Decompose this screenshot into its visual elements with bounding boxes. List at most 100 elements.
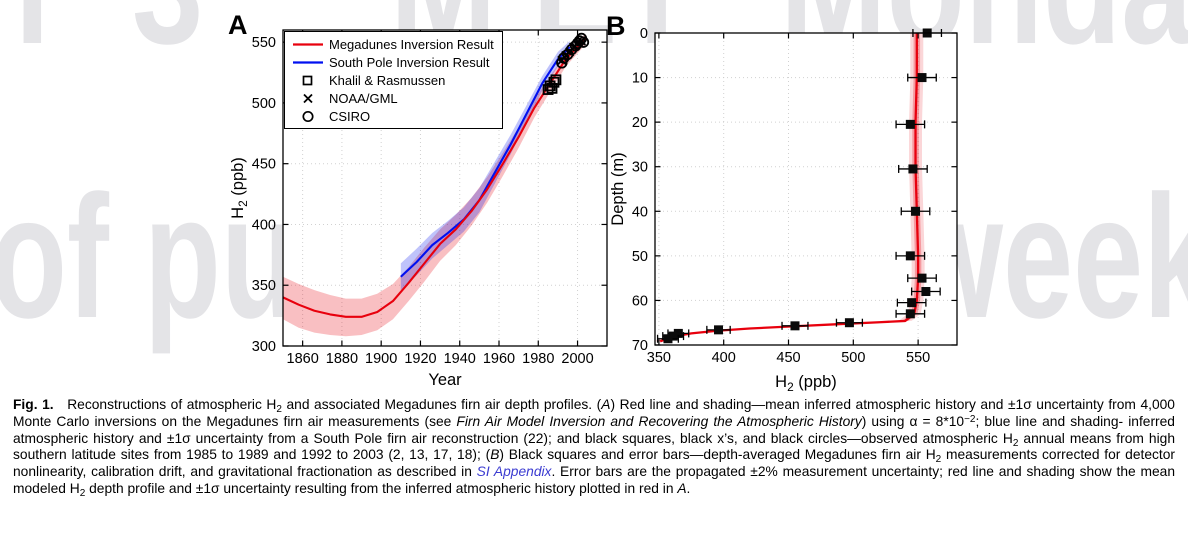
legend-south-pole: South Pole Inversion Result bbox=[291, 53, 494, 71]
caption-text: annual means from high southern latitude… bbox=[13, 430, 1175, 463]
x-axis-label: Year bbox=[428, 371, 462, 389]
y-axis-label: H2 (ppb) bbox=[229, 157, 250, 219]
caption-text: 2 bbox=[276, 404, 282, 415]
y-tick-label: 350 bbox=[252, 278, 276, 294]
si-appendix-link[interactable]: SI Appendix bbox=[476, 464, 552, 480]
caption-text: ) Black squares and error bars—depth-ave… bbox=[499, 447, 936, 463]
circle-marker-icon bbox=[291, 109, 325, 124]
legend-csiro: CSIRO bbox=[291, 107, 494, 125]
x-tick-label: 550 bbox=[906, 350, 930, 366]
x-marker-icon bbox=[291, 91, 325, 106]
x-tick-label: 450 bbox=[776, 350, 800, 366]
measurement-square bbox=[907, 298, 917, 308]
measurement-square bbox=[790, 321, 800, 331]
y-tick-label: 500 bbox=[252, 96, 276, 112]
plot-frame bbox=[282, 29, 608, 347]
measurement-square bbox=[673, 328, 683, 338]
scatter-square bbox=[548, 76, 560, 88]
y-tick-label: 400 bbox=[252, 217, 276, 233]
y-axis-label: Depth (m) bbox=[609, 152, 627, 225]
x-tick-label: 1980 bbox=[522, 351, 554, 367]
y-tick-label: 0 bbox=[640, 26, 648, 42]
caption-text: measurements corrected for detector nonl… bbox=[13, 447, 1175, 480]
caption-text: depth profile and ±1σ uncertainty result… bbox=[85, 480, 678, 496]
caption-text: and associated Megadunes firn air depth … bbox=[281, 397, 602, 412]
y-tick-label: 10 bbox=[632, 71, 648, 87]
data bbox=[653, 28, 943, 344]
scatter-square bbox=[550, 74, 562, 86]
series-line bbox=[282, 37, 587, 318]
panel-b: 350 400 450 500 550 0 10 20 30 40 50 60 70 H2 (ppb) De… bbox=[609, 26, 958, 394]
measurement-square bbox=[908, 164, 918, 174]
caption-text: 2 bbox=[79, 487, 86, 499]
x-tick-label: 400 bbox=[712, 350, 736, 366]
plot-frame bbox=[654, 32, 958, 346]
legend-label: CSIRO bbox=[329, 108, 371, 124]
square-marker-icon bbox=[291, 73, 325, 88]
y-tick-label: 60 bbox=[632, 293, 648, 309]
y-tick-label: 450 bbox=[252, 157, 276, 173]
measurement-square bbox=[917, 273, 927, 283]
caption-text: . bbox=[686, 480, 691, 496]
y-tick-label: 50 bbox=[632, 249, 648, 265]
measurement-square bbox=[714, 325, 724, 335]
x-tick-label: 500 bbox=[841, 350, 865, 366]
legend-label: Megadunes Inversion Result bbox=[329, 36, 494, 52]
caption-text: 2 bbox=[935, 454, 942, 466]
line-marker-icon bbox=[291, 55, 325, 70]
panel-a-label: A bbox=[228, 10, 248, 40]
caption-text: Reconstructions of atmospheric H bbox=[53, 397, 277, 412]
y-tick-label: 550 bbox=[252, 35, 276, 51]
y-tick-label: 20 bbox=[632, 115, 648, 131]
figure-canvas: 1860 1880 1900 1920 1940 1960 1980 200030035040… bbox=[229, 26, 958, 394]
measurement-square bbox=[905, 119, 915, 129]
legend-label: Khalil & Rasmussen bbox=[329, 72, 446, 88]
y-tick-label: 70 bbox=[632, 338, 648, 354]
caption-text: . Error bars are the propagated ±2% meas… bbox=[13, 464, 1175, 496]
x-tick-label: 1960 bbox=[483, 351, 515, 367]
caption-text: A bbox=[677, 480, 687, 496]
y-tick-label: 300 bbox=[252, 339, 276, 355]
x-tick-label: 1940 bbox=[444, 351, 476, 367]
axes: 1860 1880 1900 1920 1940 1960 1980 2000 300 350 40… bbox=[229, 29, 608, 389]
x-tick-label: 1880 bbox=[326, 351, 358, 367]
caption-text: 2 bbox=[1012, 437, 1019, 449]
measurement-square bbox=[663, 334, 673, 344]
legend-label: NOAA/GML bbox=[329, 90, 398, 106]
legend-label: South Pole Inversion Result bbox=[329, 54, 490, 70]
legend: Megadunes Inversion Result South Pole Inv… bbox=[284, 31, 503, 129]
watermark-fragment: nth bbox=[0, 0, 49, 68]
measurement-square bbox=[905, 309, 915, 319]
legend-noaa-gml: NOAA/GML bbox=[291, 89, 494, 107]
caption-text: ) Red line and shading—mean inferred atm… bbox=[13, 397, 1175, 429]
axes: 350 400 450 500 550 0 10 20 30 40 50 60 70 H2 (ppb) De… bbox=[609, 26, 958, 394]
uncertainty-band bbox=[283, 33, 586, 337]
measurement-square bbox=[917, 73, 927, 83]
caption-text: Firn Air Model Inversion and Recovering … bbox=[456, 413, 862, 429]
caption-text: −2 bbox=[964, 413, 976, 425]
caption-text: ; blue line and shading- inferred atmosp… bbox=[13, 413, 1175, 446]
series-line bbox=[400, 46, 571, 278]
x-tick-label: 1900 bbox=[365, 351, 397, 367]
x-axis-label: H2 (ppb) bbox=[775, 373, 837, 394]
measurement-square bbox=[905, 251, 915, 261]
scatter-circle bbox=[577, 36, 590, 48]
watermark-fragment: of pu bbox=[0, 160, 298, 355]
y-tick-label: 40 bbox=[632, 204, 648, 220]
caption-text: Fig. 1. bbox=[13, 397, 54, 412]
legend-megadunes: Megadunes Inversion Result bbox=[291, 35, 494, 53]
caption-text: A bbox=[601, 397, 611, 412]
data bbox=[282, 32, 590, 337]
measurement-square bbox=[921, 287, 931, 297]
measurement-square bbox=[844, 318, 854, 328]
caption-text: B bbox=[490, 447, 500, 463]
x-tick-label: 2000 bbox=[561, 351, 593, 367]
legend-khalil-rasmussen: Khalil & Rasmussen bbox=[291, 71, 494, 89]
y-tick-label: 30 bbox=[632, 160, 648, 176]
x-tick-label: 1860 bbox=[287, 351, 319, 367]
watermark-fragment: 3 bbox=[132, 0, 203, 68]
figure-caption: Fig. 1. Reconstructions of atmospheric H… bbox=[13, 397, 1175, 498]
measurement-square bbox=[911, 206, 921, 216]
background bbox=[655, 33, 957, 345]
